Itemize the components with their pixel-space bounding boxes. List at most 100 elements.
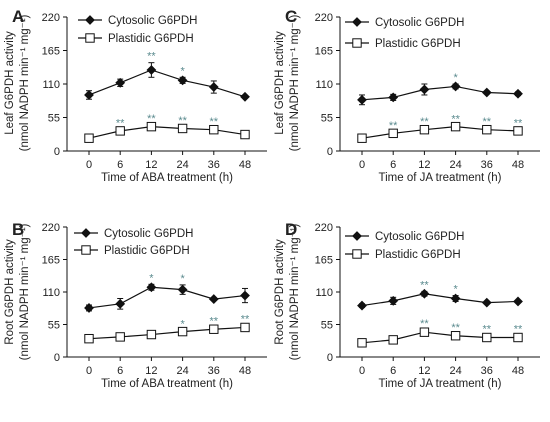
significance-marker: ** <box>116 118 125 130</box>
series-cytosolic: * <box>357 72 523 106</box>
legend-marker <box>81 228 91 238</box>
data-point <box>209 324 219 334</box>
y-tick-label: 0 <box>327 146 333 158</box>
x-axis-label: Time of ABA treatment (h) <box>101 172 233 184</box>
series-cytosolic: * * <box>84 272 250 313</box>
legend-marker <box>85 33 95 43</box>
panel-label: A <box>12 7 24 26</box>
legend-marker <box>352 17 362 27</box>
legend-label: Cytosolic G6PDH <box>104 228 193 240</box>
data-point <box>513 126 523 136</box>
x-tick-label: 48 <box>512 365 524 377</box>
series-line <box>361 85 519 101</box>
data-point <box>419 84 430 95</box>
legend-marker <box>352 231 362 241</box>
data-point <box>146 282 157 293</box>
series-line <box>88 286 246 309</box>
data-point <box>482 332 492 343</box>
panel-a: A 0 55 110 165 220 0 6 12 24 36 48 Time of ABA treat… <box>4 7 267 184</box>
significance-marker: ** <box>514 324 523 336</box>
legend-label: Cytosolic G6PDH <box>375 17 464 29</box>
y-tick-label: 165 <box>315 255 333 267</box>
x-tick-label: 12 <box>418 159 430 171</box>
legend-marker <box>352 38 362 48</box>
x-tick-label: 48 <box>512 159 524 171</box>
x-axis-label: Time of JA treatment (h) <box>379 378 502 390</box>
y-tick-label: 0 <box>54 352 60 364</box>
series-line <box>88 326 246 340</box>
data-point <box>115 126 125 136</box>
significance-marker: * <box>453 284 458 296</box>
data-point <box>208 82 219 92</box>
legend-marker <box>81 245 91 255</box>
legend-marker <box>85 15 95 25</box>
data-point <box>388 128 398 139</box>
data-point <box>513 332 523 343</box>
y-tick-label: 220 <box>42 222 60 234</box>
x-tick-label: 0 <box>86 159 92 171</box>
y-axis-label: Leaf G6PDH activity <box>274 31 286 135</box>
data-point <box>450 293 461 304</box>
y-tick-label: 0 <box>327 352 333 364</box>
data-point <box>513 296 523 307</box>
data-point <box>84 333 94 344</box>
significance-marker: * <box>453 72 458 84</box>
data-point <box>388 295 399 306</box>
significance-marker: * <box>180 65 185 77</box>
significance-marker: ** <box>389 120 398 132</box>
legend-marker <box>352 249 362 259</box>
series-line <box>361 126 519 139</box>
panel-label: D <box>285 220 297 239</box>
significance-marker: ** <box>420 318 429 330</box>
data-point <box>419 288 430 299</box>
data-point <box>146 65 157 75</box>
series-line <box>361 293 519 307</box>
series-plastidic: * ** ** <box>84 314 250 344</box>
x-tick-label: 12 <box>145 159 157 171</box>
y-axis-label: (nmol NADPH min⁻¹ mg⁻¹) <box>19 14 31 151</box>
series-line <box>361 331 518 344</box>
data-point <box>240 129 250 140</box>
panel-label: B <box>12 220 24 239</box>
significance-marker: ** <box>483 324 492 336</box>
significance-marker: ** <box>483 116 492 128</box>
y-axis-label: (nmol NADPH min⁻¹ mg⁻¹) <box>289 14 301 151</box>
data-point <box>84 90 94 100</box>
significance-marker: ** <box>451 113 460 125</box>
significance-marker: ** <box>420 279 429 291</box>
series-cytosolic: *** <box>84 51 250 102</box>
y-tick-label: 55 <box>321 320 333 332</box>
legend-label: Plastidic G6PDH <box>108 33 194 45</box>
y-axis-label: Root G6PDH activity <box>4 239 16 345</box>
data-point <box>357 133 367 143</box>
data-point <box>482 124 492 135</box>
data-point <box>177 326 188 337</box>
x-tick-label: 12 <box>418 365 430 377</box>
x-tick-label: 36 <box>208 365 220 377</box>
data-point <box>419 327 430 337</box>
data-point <box>177 75 188 86</box>
y-tick-label: 110 <box>315 79 333 91</box>
data-point <box>419 124 430 135</box>
y-axis-label: (nmol NADPH min⁻¹ mg⁻¹) <box>289 223 301 360</box>
data-point <box>240 290 250 301</box>
data-point <box>177 123 188 134</box>
panel-b: B 0 55 110 165 220 0 6 12 24 36 48 Time of ABA treat… <box>4 220 267 390</box>
significance-marker: ** <box>147 51 156 63</box>
x-tick-label: 24 <box>449 159 461 171</box>
x-tick-label: 48 <box>239 365 251 377</box>
legend-label: Plastidic G6PDH <box>375 249 461 261</box>
y-tick-label: 0 <box>54 146 60 158</box>
legend: Cytosolic G6PDH Plastidic G6PDH <box>345 231 464 261</box>
significance-marker: ** <box>178 115 187 127</box>
data-point <box>481 87 492 98</box>
x-tick-label: 6 <box>117 159 123 171</box>
x-axis-label: Time of JA treatment (h) <box>379 172 502 184</box>
series-plastidic: ** ** ** ** ** <box>357 113 523 143</box>
x-tick-label: 6 <box>117 365 123 377</box>
data-point <box>115 77 126 88</box>
x-tick-label: 6 <box>390 365 396 377</box>
significance-marker: ** <box>210 116 219 128</box>
significance-marker: ** <box>241 314 250 326</box>
